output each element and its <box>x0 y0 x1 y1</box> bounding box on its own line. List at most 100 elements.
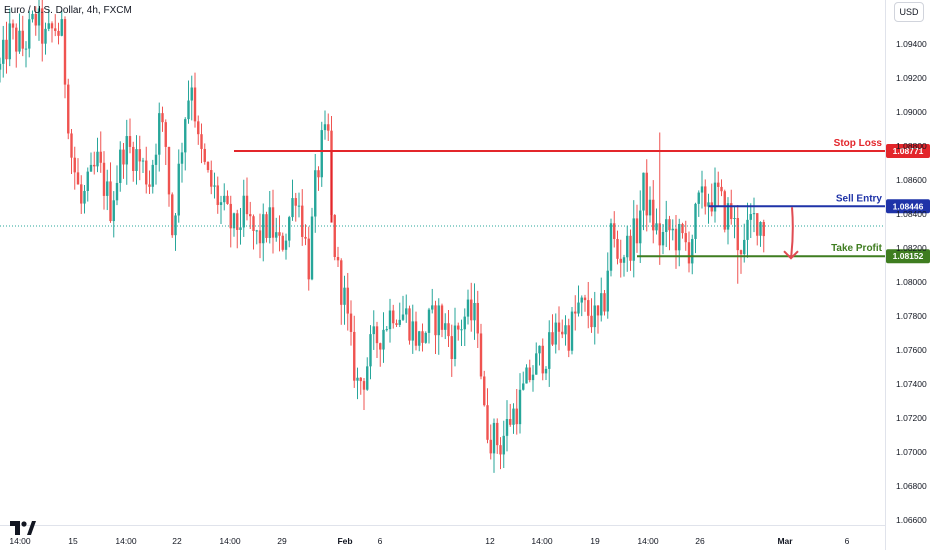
candle-body <box>86 171 89 191</box>
trade-levels: Stop Loss 1.08771 Sell Entry 1.08446 Take Pr… <box>0 138 930 264</box>
candle <box>80 175 83 214</box>
candle <box>245 177 249 221</box>
candle <box>106 169 109 211</box>
candle <box>424 331 427 344</box>
candle <box>265 211 268 243</box>
candle-body <box>54 28 57 31</box>
candle-body <box>5 39 8 60</box>
candle <box>470 282 473 332</box>
candle-body <box>203 148 206 162</box>
candles <box>0 0 765 473</box>
candle-body <box>600 293 603 316</box>
candle-body <box>739 250 743 255</box>
candle-body <box>736 218 739 251</box>
candle <box>320 121 323 187</box>
candle <box>242 179 245 237</box>
candle-body <box>353 331 356 381</box>
candle <box>626 225 629 272</box>
candle <box>723 189 726 233</box>
candle-body <box>596 305 600 316</box>
y-tick-label: 1.06600 <box>896 515 927 525</box>
candle <box>421 323 424 352</box>
candle <box>531 365 535 392</box>
tradingview-logo-icon[interactable] <box>10 521 36 535</box>
candle <box>336 246 340 267</box>
candle-body <box>145 160 148 185</box>
candle <box>197 115 200 145</box>
candle <box>258 213 262 259</box>
candle-body <box>128 136 132 147</box>
candle <box>249 201 252 229</box>
candle-body <box>619 258 622 263</box>
candle <box>369 325 372 380</box>
candle <box>125 119 128 185</box>
candle <box>535 342 538 375</box>
candle-body <box>382 329 385 350</box>
candle <box>492 418 496 473</box>
candle-body <box>158 113 161 155</box>
candle-body <box>499 445 502 455</box>
candle-body <box>216 185 219 205</box>
candle-body <box>210 170 213 187</box>
candle-body <box>80 184 83 204</box>
x-tick-label: 14:00 <box>637 536 659 546</box>
candle <box>385 326 388 332</box>
candle <box>294 192 297 222</box>
candle-body <box>535 353 538 375</box>
candle <box>151 159 154 194</box>
candle-body <box>648 199 652 216</box>
candle <box>440 303 444 338</box>
candle <box>392 304 395 329</box>
candle-body <box>681 223 684 234</box>
candle-body <box>63 19 67 85</box>
candle <box>89 152 93 172</box>
candle-body <box>460 329 463 331</box>
candle-body <box>67 84 70 134</box>
candle-body <box>310 216 314 280</box>
candle <box>382 312 385 363</box>
candle <box>687 231 691 273</box>
candle <box>707 193 710 224</box>
candle <box>187 80 190 124</box>
candle <box>232 212 236 237</box>
candle-body <box>544 368 548 374</box>
candle-body <box>37 8 41 26</box>
candle <box>93 151 96 175</box>
candle <box>505 400 509 452</box>
candle <box>632 200 635 278</box>
currency-button[interactable]: USD <box>894 2 924 22</box>
candle-body <box>239 227 242 230</box>
candle <box>327 113 330 141</box>
candle <box>216 176 219 214</box>
candle-body <box>408 308 411 341</box>
x-tick-label: 15 <box>68 536 78 546</box>
candle-body <box>652 199 655 231</box>
candle-body <box>154 154 158 165</box>
candle-body <box>531 374 535 381</box>
x-tick-label: 14:00 <box>9 536 31 546</box>
candle-body <box>405 308 408 315</box>
candle <box>476 290 479 348</box>
candle <box>622 254 626 277</box>
candle-body <box>509 419 512 425</box>
candle <box>119 141 122 192</box>
candle-body <box>340 260 343 305</box>
candle <box>603 289 606 316</box>
arrow-head-icon <box>783 250 799 260</box>
candle <box>37 0 41 41</box>
x-tick-label: 14:00 <box>219 536 241 546</box>
candle <box>349 300 353 346</box>
candle-body <box>333 215 336 257</box>
candle-body <box>249 214 252 217</box>
candle <box>752 197 756 233</box>
candle <box>583 294 587 312</box>
candle-body <box>119 149 122 183</box>
candle-body <box>8 23 11 60</box>
candle <box>323 110 327 140</box>
candle <box>645 159 648 232</box>
candle-body <box>730 203 733 220</box>
candle-body <box>271 207 275 238</box>
candle-body <box>96 151 99 167</box>
